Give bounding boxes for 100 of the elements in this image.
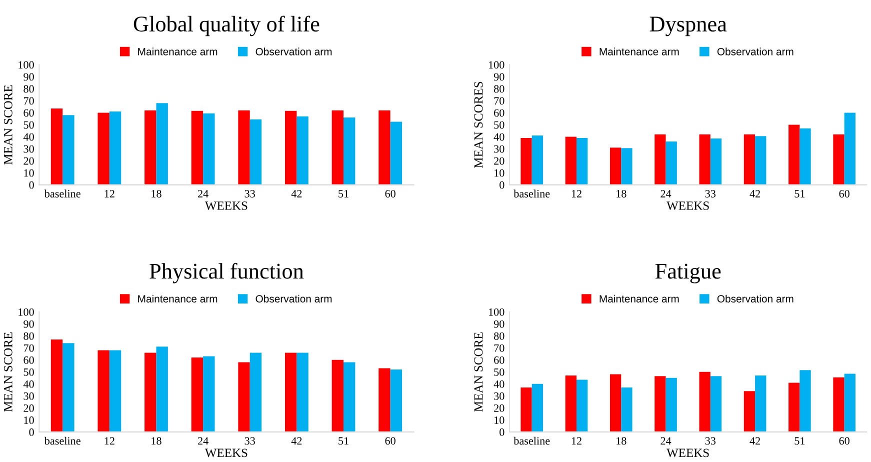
bar bbox=[332, 110, 344, 185]
y-tick-label: 40 bbox=[23, 380, 34, 388]
bar bbox=[144, 352, 156, 432]
x-axis-title: WEEKS bbox=[204, 448, 248, 458]
bar bbox=[109, 112, 122, 185]
x-tick-label: baseline bbox=[514, 190, 550, 198]
bar bbox=[156, 346, 168, 432]
bar bbox=[250, 119, 262, 185]
bar bbox=[666, 378, 677, 432]
y-tick-label: 90 bbox=[494, 320, 504, 328]
legend-label: Observation arm bbox=[256, 294, 332, 302]
x-tick-label: 18 bbox=[616, 437, 626, 445]
y-tick-label: 90 bbox=[24, 320, 34, 328]
bar bbox=[203, 356, 215, 432]
y-tick-label: 50 bbox=[494, 368, 504, 376]
bar bbox=[844, 374, 856, 432]
y-tick-label: 70 bbox=[494, 344, 504, 352]
chart-title: Physical function bbox=[150, 262, 304, 284]
x-tick-label: 60 bbox=[839, 190, 850, 198]
legend-label: Maintenance arm bbox=[600, 294, 679, 302]
legend-label: Maintenance arm bbox=[600, 48, 679, 56]
y-tick-label: 0 bbox=[500, 181, 504, 189]
bar bbox=[532, 384, 544, 432]
bar bbox=[621, 388, 632, 432]
bar bbox=[296, 116, 308, 185]
bar bbox=[833, 134, 844, 185]
bar bbox=[284, 110, 297, 185]
bar bbox=[844, 112, 856, 185]
y-tick-label: 80 bbox=[494, 332, 504, 340]
legend-label: Maintenance arm bbox=[138, 294, 218, 302]
y-tick-label: 20 bbox=[494, 157, 504, 165]
bar bbox=[378, 368, 390, 432]
bar bbox=[250, 352, 262, 432]
bar bbox=[344, 362, 356, 432]
bar bbox=[156, 103, 168, 185]
x-tick-label: 42 bbox=[291, 437, 302, 445]
bar bbox=[62, 343, 74, 432]
y-tick-label: 90 bbox=[24, 73, 34, 81]
bar bbox=[332, 360, 344, 432]
chart-title: Dyspnea bbox=[650, 16, 727, 36]
bar bbox=[378, 110, 390, 185]
legend-label: Maintenance arm bbox=[138, 48, 218, 56]
x-tick-label: 24 bbox=[660, 437, 672, 445]
legend-label: Observation arm bbox=[717, 48, 794, 56]
x-tick-label: 24 bbox=[198, 190, 208, 198]
x-axis-title: WEEKS bbox=[666, 448, 709, 458]
x-tick-label: 12 bbox=[572, 190, 582, 198]
x-tick-label: 51 bbox=[338, 437, 348, 445]
bar bbox=[109, 350, 122, 432]
bar bbox=[621, 148, 632, 185]
y-tick-label: 100 bbox=[18, 308, 34, 316]
y-tick-label: 60 bbox=[24, 109, 34, 117]
y-tick-label: 50 bbox=[24, 121, 34, 129]
y-tick-label: 100 bbox=[18, 61, 34, 69]
bar bbox=[755, 136, 766, 185]
bar bbox=[62, 115, 74, 185]
y-tick-label: 10 bbox=[494, 416, 504, 424]
bar bbox=[390, 370, 402, 432]
bar bbox=[744, 391, 756, 432]
x-tick-label: 51 bbox=[794, 437, 805, 445]
bar bbox=[576, 138, 588, 185]
y-tick-label: 80 bbox=[24, 332, 34, 340]
x-tick-label: baseline bbox=[514, 436, 550, 445]
bar bbox=[520, 138, 532, 185]
legend-label: Observation arm bbox=[256, 48, 332, 56]
bar bbox=[390, 122, 402, 185]
y-tick-label: 10 bbox=[494, 169, 504, 177]
x-tick-label: 33 bbox=[705, 437, 716, 445]
x-tick-label: 51 bbox=[794, 190, 805, 198]
y-tick-label: 50 bbox=[494, 121, 504, 129]
bar bbox=[699, 372, 710, 432]
bar bbox=[610, 374, 622, 432]
bar bbox=[654, 134, 666, 185]
x-tick-label: 60 bbox=[839, 437, 850, 445]
bar bbox=[800, 128, 811, 185]
x-tick-label: 60 bbox=[385, 190, 396, 198]
bar bbox=[296, 352, 308, 432]
x-tick-label: 33 bbox=[244, 190, 255, 198]
bar bbox=[284, 352, 297, 432]
bar bbox=[755, 376, 766, 432]
x-tick-label: 51 bbox=[338, 190, 348, 198]
bar bbox=[50, 339, 63, 432]
bar bbox=[744, 134, 756, 185]
y-tick-label: 50 bbox=[24, 368, 34, 376]
y-tick-label: 60 bbox=[494, 109, 504, 117]
bar bbox=[144, 110, 156, 185]
x-tick-label: 18 bbox=[152, 190, 162, 198]
x-axis-title: WEEKS bbox=[666, 202, 709, 210]
bar bbox=[344, 118, 356, 185]
legend-label: Observation arm bbox=[717, 294, 794, 302]
y-tick-label: 70 bbox=[494, 97, 504, 105]
y-axis-title: MEAN SCORES bbox=[474, 82, 483, 168]
bar bbox=[565, 376, 576, 432]
bar bbox=[710, 138, 722, 185]
y-axis-title: MEAN SCORE bbox=[4, 85, 12, 164]
x-tick-label: 33 bbox=[244, 437, 255, 445]
y-tick-label: 20 bbox=[494, 404, 504, 412]
y-tick-label: 70 bbox=[24, 97, 34, 105]
x-tick-label: 12 bbox=[104, 190, 114, 198]
bar bbox=[50, 108, 63, 185]
